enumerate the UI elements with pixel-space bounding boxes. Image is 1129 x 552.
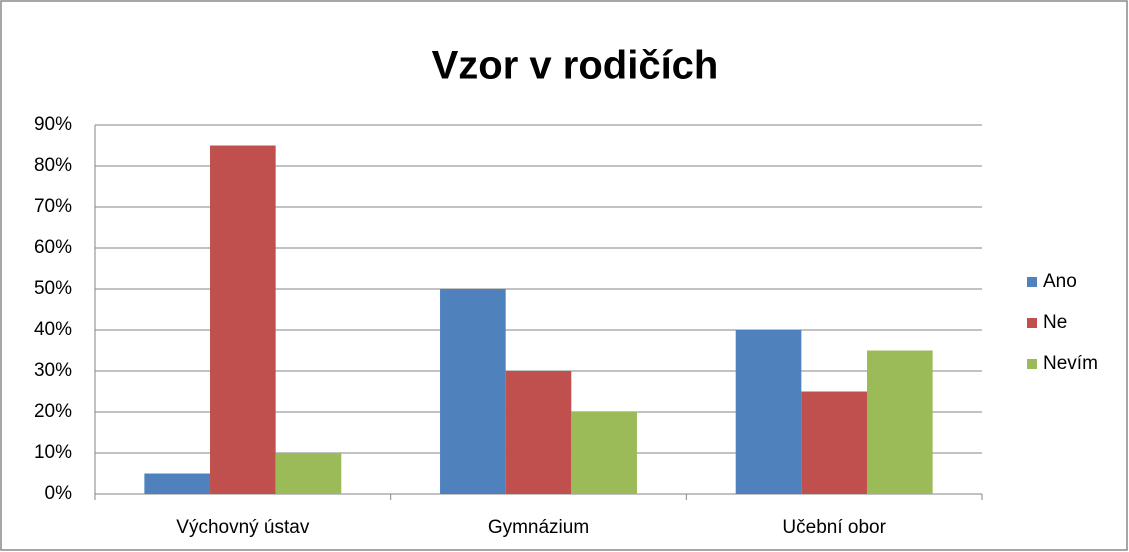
legend-label: Nevím [1043, 353, 1098, 374]
y-tick-label: 30% [34, 360, 72, 381]
y-tick-label: 10% [34, 442, 72, 463]
bar [440, 289, 506, 494]
x-tick-label: Gymnázium [488, 517, 589, 538]
bar [144, 473, 211, 494]
bar [866, 350, 933, 494]
x-tick-label: Výchovný ústav [176, 517, 310, 538]
legend-swatch [1027, 318, 1037, 328]
legend-label: Ano [1043, 271, 1077, 292]
y-tick-label: 80% [34, 155, 72, 176]
legend-swatch [1027, 359, 1037, 369]
y-tick-label: 0% [45, 483, 73, 504]
y-tick-label: 90% [34, 114, 72, 135]
y-tick-label: 20% [34, 401, 72, 422]
bar [801, 391, 867, 494]
y-tick-label: 60% [34, 237, 72, 258]
bar [735, 330, 802, 494]
y-tick-label: 70% [34, 196, 72, 217]
legend-label: Ne [1043, 312, 1067, 333]
y-tick-label: 50% [34, 278, 72, 299]
chart-title: Vzor v rodičích [432, 44, 719, 88]
bar [505, 371, 572, 494]
bar [571, 412, 637, 494]
legend-swatch [1027, 277, 1037, 287]
bar [210, 145, 276, 494]
bar [275, 453, 342, 494]
x-tick-label: Učební obor [782, 517, 886, 538]
y-tick-label: 40% [34, 319, 72, 340]
